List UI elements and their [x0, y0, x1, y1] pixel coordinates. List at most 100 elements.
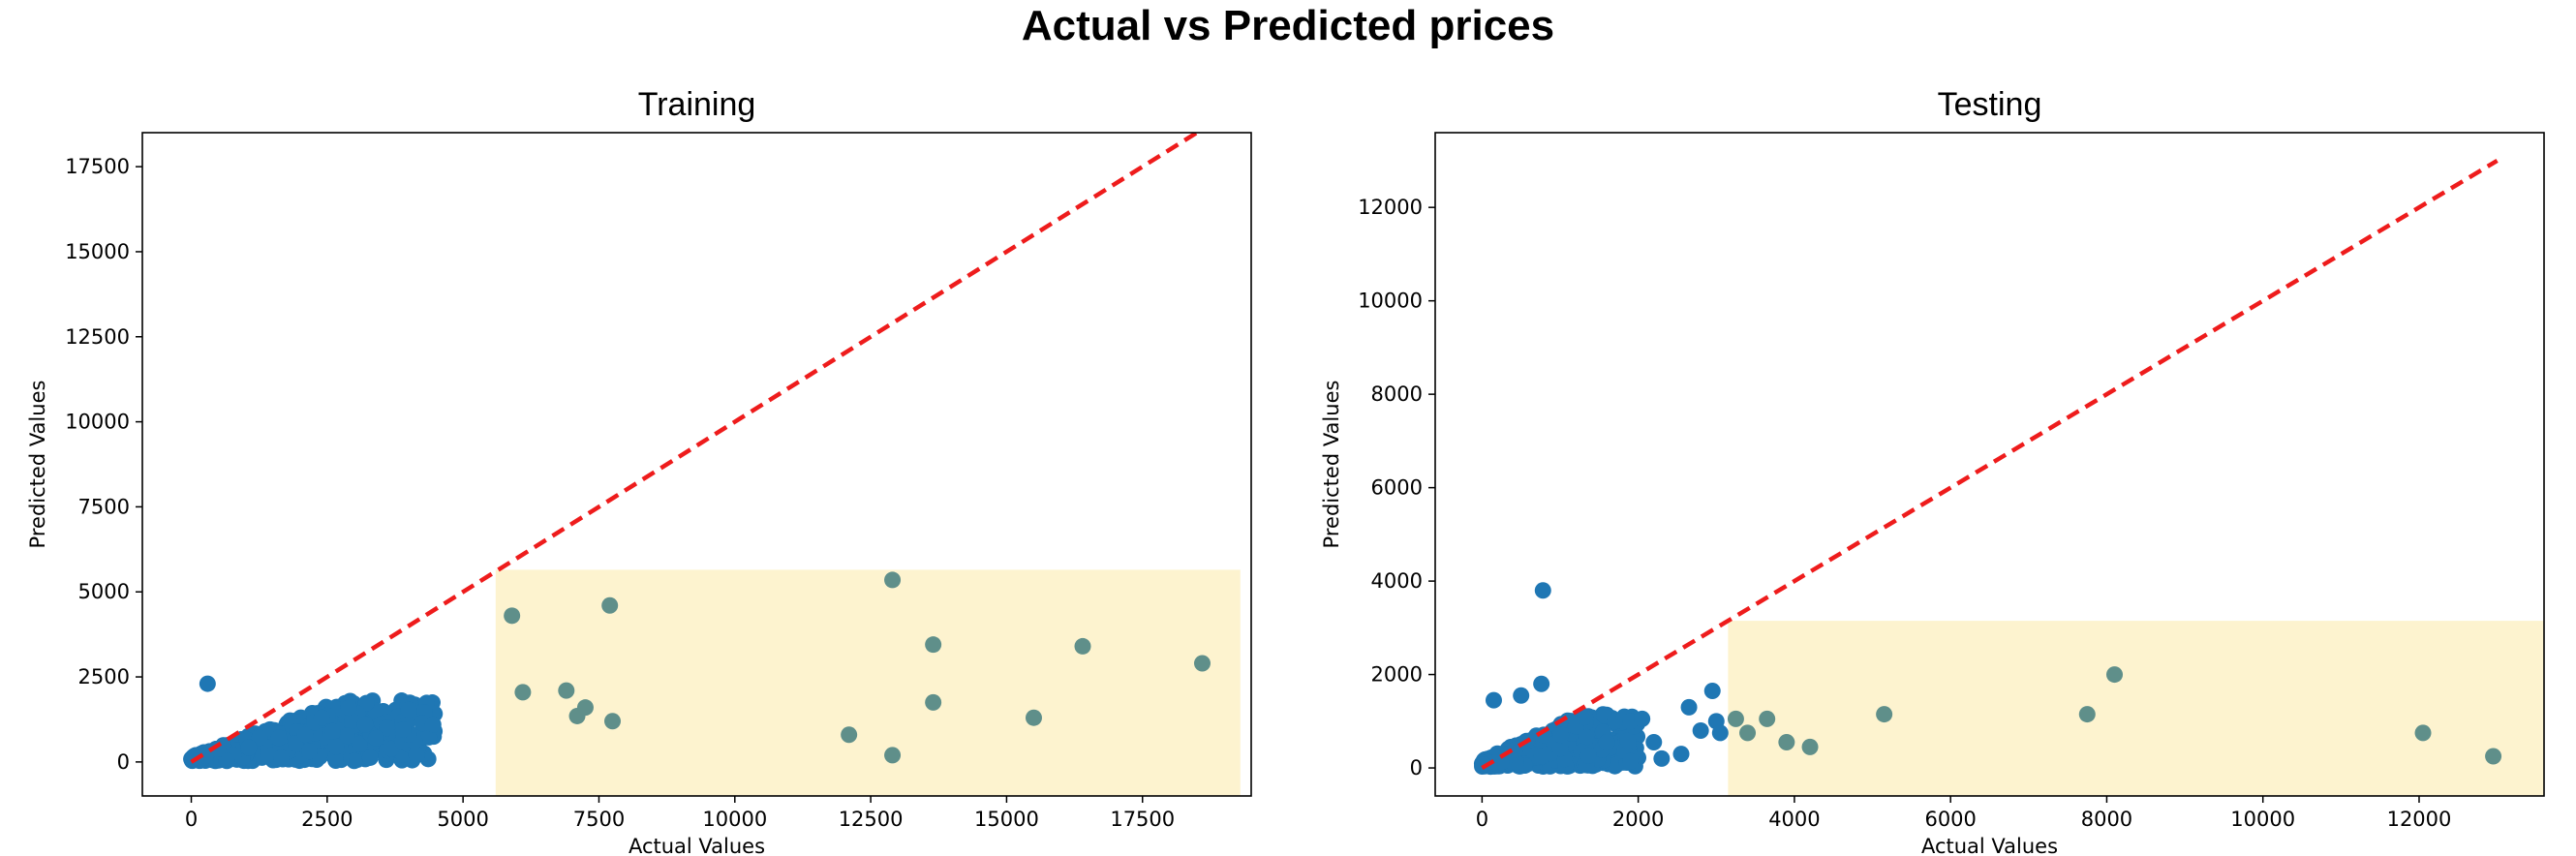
x-axis-label: Actual Values: [1921, 835, 2058, 856]
data-point: [1474, 756, 1491, 774]
data-point: [1703, 682, 1721, 699]
y-tick-label: 10000: [1358, 290, 1423, 313]
data-point: [1876, 706, 1893, 723]
data-point: [1485, 691, 1502, 709]
data-point: [1598, 733, 1615, 750]
data-point: [400, 701, 417, 718]
y-tick-label: 12500: [65, 325, 130, 349]
data-point: [361, 749, 379, 766]
data-point: [1653, 749, 1671, 767]
data-point: [925, 693, 942, 711]
data-point: [218, 752, 235, 770]
y-axis-label: Predicted Values: [1320, 381, 1343, 549]
data-point: [558, 682, 575, 699]
data-point: [1579, 747, 1597, 764]
x-tick-label: 0: [1476, 808, 1488, 831]
data-point: [1672, 746, 1690, 763]
plot-area: [1473, 159, 2544, 796]
data-point: [1193, 655, 1211, 672]
panel-title: Testing: [1938, 86, 2042, 123]
data-point: [1578, 728, 1595, 746]
data-point: [1645, 734, 1663, 751]
y-axis-label: Predicted Values: [26, 381, 49, 549]
x-tick-label: 7500: [573, 808, 625, 831]
data-point: [514, 684, 532, 701]
x-tick-label: 0: [185, 808, 198, 831]
data-point: [338, 727, 355, 745]
x-tick-label: 10000: [702, 808, 767, 831]
x-tick-label: 5000: [437, 808, 488, 831]
data-point: [2106, 666, 2124, 684]
y-tick-label: 15000: [65, 240, 130, 263]
data-point: [301, 743, 319, 760]
data-point: [240, 739, 258, 756]
data-point: [251, 729, 268, 747]
data-point: [323, 722, 341, 740]
x-tick-label: 4000: [1768, 808, 1820, 831]
data-point: [340, 699, 357, 717]
data-point: [1711, 724, 1729, 742]
data-point: [884, 747, 902, 764]
data-point: [379, 719, 396, 737]
y-tick-label: 2000: [1371, 663, 1423, 687]
data-point: [1692, 721, 1709, 739]
highlight-region: [1728, 621, 2544, 796]
data-point: [2485, 748, 2502, 765]
data-point: [199, 675, 216, 692]
data-point: [1727, 710, 1744, 727]
data-point: [1634, 710, 1651, 727]
data-point: [1680, 698, 1698, 716]
axes-frame: [1434, 132, 2545, 797]
data-point: [1577, 709, 1594, 726]
x-tick-label: 15000: [974, 808, 1039, 831]
data-point: [841, 726, 858, 744]
y-tick-label: 2500: [78, 665, 130, 688]
data-point: [1074, 637, 1091, 655]
y-tick-label: 8000: [1371, 382, 1423, 406]
data-point: [925, 636, 942, 654]
data-point: [601, 596, 619, 614]
reference-line: [190, 133, 1202, 764]
data-point: [1622, 752, 1640, 770]
x-tick-label: 10000: [2230, 808, 2295, 831]
testing-panel: Testing 0 2000 4000 6000 8000 10000 12000 0 2000 4…: [1320, 86, 2545, 856]
data-point: [1025, 709, 1042, 726]
data-point: [576, 699, 594, 717]
x-tick-label: 12000: [2387, 808, 2452, 831]
data-point: [185, 748, 202, 765]
data-point: [408, 747, 425, 764]
data-point: [1533, 748, 1550, 765]
x-tick-label: 17500: [1110, 808, 1175, 831]
data-point: [1492, 753, 1510, 771]
data-point: [273, 749, 291, 767]
figure-title: Actual vs Predicted prices: [1021, 2, 1555, 49]
data-point: [344, 713, 361, 730]
data-point: [604, 713, 622, 730]
data-point: [346, 752, 363, 770]
data-point: [1759, 710, 1776, 727]
data-point: [356, 716, 374, 733]
y-tick-label: 4000: [1371, 569, 1423, 593]
data-point: [1552, 726, 1570, 744]
data-point: [367, 729, 384, 747]
data-point: [1513, 687, 1530, 704]
y-tick-label: 6000: [1371, 476, 1423, 500]
data-point: [1533, 675, 1550, 692]
data-point: [313, 709, 330, 726]
data-point: [1778, 734, 1795, 751]
data-point: [424, 716, 442, 733]
data-point: [1551, 740, 1569, 757]
x-tick-label: 12500: [839, 808, 904, 831]
data-point: [270, 729, 288, 747]
y-tick-label: 10000: [65, 411, 130, 434]
data-point: [1619, 732, 1637, 749]
data-point: [1534, 582, 1551, 599]
x-axis-label: Actual Values: [629, 835, 765, 856]
data-point: [504, 607, 521, 625]
highlight-region: [495, 569, 1241, 796]
panel-title: Training: [638, 86, 756, 123]
plot-area: [183, 133, 1241, 796]
data-point: [296, 726, 314, 744]
y-tick-label: 5000: [78, 580, 130, 603]
data-point: [2078, 706, 2096, 723]
